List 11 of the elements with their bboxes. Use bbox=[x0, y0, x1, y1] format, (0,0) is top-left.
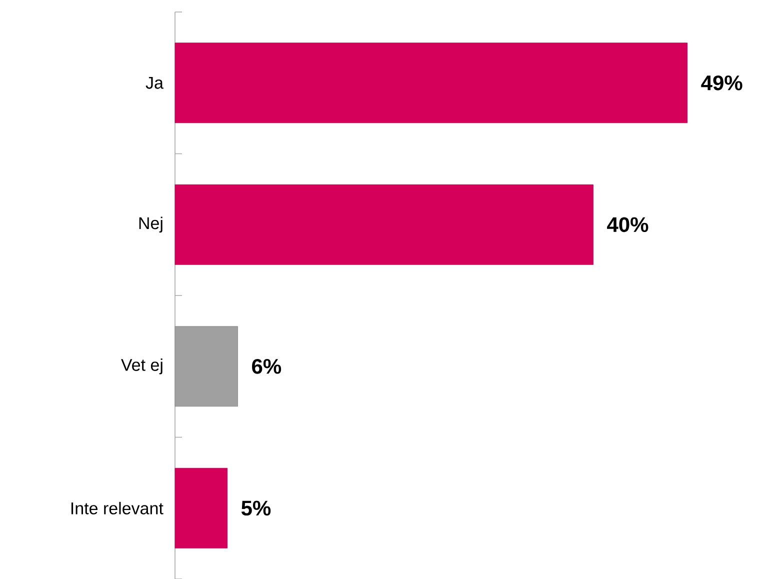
data-label: 6% bbox=[252, 358, 282, 374]
y-tick-label: Nej bbox=[139, 216, 162, 233]
data-label: 40% bbox=[607, 217, 648, 232]
data-label: 5% bbox=[241, 500, 271, 516]
y-tick-label: Ja bbox=[146, 76, 164, 89]
bar bbox=[174, 42, 688, 124]
data-label: 49% bbox=[701, 75, 742, 90]
bar bbox=[174, 468, 228, 548]
y-tick-label: Inte relevant bbox=[71, 502, 164, 514]
bar bbox=[174, 184, 594, 265]
y-tick-label: Vet ej bbox=[121, 358, 162, 374]
